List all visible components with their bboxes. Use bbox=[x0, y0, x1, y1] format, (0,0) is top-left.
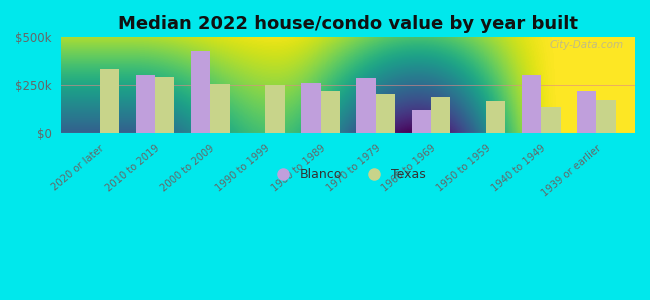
Bar bbox=[211, 84, 229, 133]
Bar bbox=[376, 94, 395, 133]
Bar bbox=[522, 75, 541, 133]
Bar bbox=[356, 77, 376, 133]
Bar bbox=[541, 106, 560, 133]
Bar bbox=[191, 51, 211, 133]
Bar bbox=[265, 85, 285, 133]
Bar bbox=[136, 75, 155, 133]
Bar bbox=[320, 91, 340, 133]
Title: Median 2022 house/condo value by year built: Median 2022 house/condo value by year bu… bbox=[118, 15, 578, 33]
Bar bbox=[597, 100, 616, 133]
Text: City-Data.com: City-Data.com bbox=[549, 40, 623, 50]
Bar bbox=[577, 91, 597, 133]
Bar bbox=[411, 110, 431, 133]
Bar bbox=[431, 97, 450, 133]
Bar bbox=[100, 69, 119, 133]
Bar bbox=[302, 83, 320, 133]
Legend: Blanco, Texas: Blanco, Texas bbox=[265, 163, 431, 186]
Bar bbox=[486, 101, 506, 133]
Bar bbox=[155, 77, 174, 133]
